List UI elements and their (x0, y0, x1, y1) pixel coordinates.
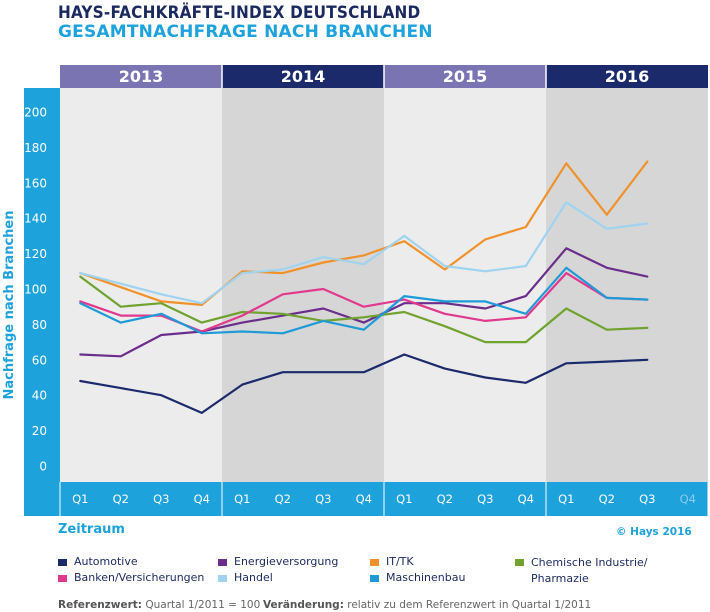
year-band-bg (222, 88, 384, 482)
year-label: 2014 (281, 67, 326, 86)
reference-value: Quartal 1/2011 = 100 (145, 599, 261, 611)
x-tick-label: Q4 (518, 492, 534, 506)
x-tick-label: Q3 (477, 492, 493, 506)
legend-swatch (515, 559, 524, 566)
y-tick-label: 180 (24, 141, 47, 155)
year-header (60, 65, 222, 88)
series-line (79, 275, 649, 344)
year-band-bg (546, 88, 708, 482)
x-tick-label: Q2 (599, 492, 615, 506)
year-label: 2016 (605, 67, 650, 86)
y-tick-label: 80 (32, 318, 47, 332)
x-tick-label: Q3 (153, 492, 169, 506)
year-band-bg (60, 88, 222, 482)
legend-label: Automotive (74, 555, 138, 568)
legend-swatch (218, 575, 227, 582)
series-line (79, 247, 649, 358)
x-tick-label: Q2 (437, 492, 453, 506)
footer-note: Referenzwert: Quartal 1/2011 = 100 Verän… (58, 599, 591, 611)
x-tick-label: Q1 (72, 492, 88, 506)
series-line (79, 201, 649, 305)
y-tick-label: 200 (24, 106, 47, 120)
year-band-bg (384, 88, 546, 482)
year-header (546, 65, 708, 88)
legend-swatch (58, 559, 67, 566)
y-tick-label: 20 (32, 424, 47, 438)
legend-label: Handel (234, 571, 273, 584)
y-tick-label: 0 (39, 460, 47, 474)
legend: Automotive Banken/Versicherungen Energie… (58, 555, 708, 589)
legend-label: Maschinenbau (386, 571, 466, 584)
x-tick-label: Q4 (194, 492, 210, 506)
series-line (79, 353, 649, 414)
x-axis-label: Zeitraum (58, 522, 125, 537)
x-tick-label: Q2 (275, 492, 291, 506)
change-value: relativ zu dem Referenzwert in Quartal 1… (347, 599, 592, 611)
series-line (79, 266, 649, 335)
reference-label: Referenzwert: (58, 599, 142, 611)
y-tick-label: 60 (32, 353, 47, 367)
legend-swatch (370, 559, 379, 566)
y-axis-title: Nachfrage nach Branchen (2, 211, 17, 400)
copyright: © Hays 2016 (616, 526, 692, 538)
y-tick-label: 120 (24, 247, 47, 261)
legend-label: IT/TK (386, 555, 414, 568)
legend-label: Energieversorgung (234, 555, 339, 568)
line-chart: 2013 2014 2015 2016 0 20 40 60 80 100 120 140 160 18… (2, 65, 709, 516)
change-note: Veränderung: relativ zu dem Referenzwert… (263, 599, 591, 611)
y-tick-label: 100 (24, 283, 47, 297)
year-label: 2013 (119, 67, 164, 86)
chart-title: HAYS-FACHKRÄFTE-INDEX DEUTSCHLAND (58, 3, 421, 23)
year-header (384, 65, 546, 88)
legend-label: Banken/Versicherungen (74, 571, 205, 584)
y-tick-label: 160 (24, 176, 47, 190)
x-tick-label: Q1 (234, 492, 250, 506)
y-axis-strip (24, 88, 60, 516)
x-tick-label: Q4 (680, 492, 696, 506)
change-label: Veränderung: (263, 599, 344, 611)
x-tick-label: Q2 (113, 492, 129, 506)
year-label: 2015 (443, 67, 488, 86)
legend-swatch (370, 575, 379, 582)
x-tick-label: Q1 (396, 492, 412, 506)
legend-swatch (58, 575, 67, 582)
y-tick-label: 40 (32, 389, 47, 403)
year-header (222, 65, 384, 88)
x-tick-label: Q3 (315, 492, 331, 506)
x-tick-label: Q4 (356, 492, 372, 506)
x-tick-label: Q3 (639, 492, 655, 506)
y-tick-label: 140 (24, 212, 47, 226)
legend-swatch (218, 559, 227, 566)
chart-subtitle: GESAMTNACHFRAGE NACH BRANCHEN (58, 22, 433, 42)
series-line (79, 160, 649, 306)
legend-label: Chemische Industrie/ Pharmazie (531, 556, 648, 585)
x-tick-label: Q1 (558, 492, 574, 506)
